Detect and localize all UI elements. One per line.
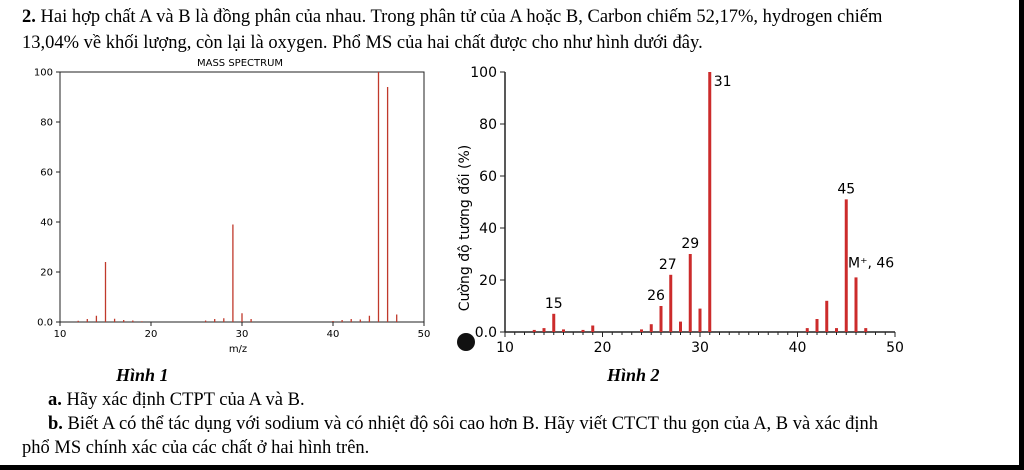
chart-2-peak-label: 15 xyxy=(545,296,563,312)
chart-2-peak-label: 26 xyxy=(647,288,665,304)
chart-1-x-tick-label: 50 xyxy=(418,329,431,340)
corner-marker xyxy=(457,333,475,351)
chart-2-x-tick-label: 40 xyxy=(789,340,807,356)
part-b-text-1: Biết A có thể tác dụng với sodium và có … xyxy=(62,414,879,434)
figure-2-caption: Hình 2 xyxy=(607,365,660,385)
chart-1-x-tick-label: 20 xyxy=(145,329,158,340)
chart-2-x-tick-label: 10 xyxy=(496,340,514,356)
chart-1-x-tick-label: 10 xyxy=(54,329,67,340)
chart-1-y-tick-label: 60 xyxy=(40,168,53,179)
chart-2-y-tick-label: 100 xyxy=(470,65,497,81)
part-b-label: b. xyxy=(48,414,63,434)
chart-2-ylabel: Cường độ tương đối (%) xyxy=(456,145,473,311)
chart-1-xlabel: m/z xyxy=(229,344,247,355)
chart-1: MASS SPECTRUM 0.0 20 40 60 80 100 10 20 30 40 50 m… xyxy=(34,58,431,355)
chart-2-x-tick-label: 20 xyxy=(594,340,612,356)
chart-2-peak-label: 29 xyxy=(681,236,699,252)
chart-1-y-tick-label: 20 xyxy=(40,268,53,279)
chart-1-y-tick-label: 80 xyxy=(40,118,53,129)
problem-text-1: Hai hợp chất A và B là đồng phân của nha… xyxy=(40,7,883,27)
chart-2-x-tick-label: 50 xyxy=(886,340,904,356)
chart-1-y-tick-label: 40 xyxy=(40,218,53,229)
chart-2-y-tick-label: 80 xyxy=(479,117,497,133)
chart-2-y-tick-label: 20 xyxy=(479,273,497,289)
chart-1-title: MASS SPECTRUM xyxy=(197,58,283,69)
chart-1-y-tick-label: 0.0 xyxy=(37,318,53,329)
problem-line-2: 13,04% về khối lượng, còn lại là oxygen.… xyxy=(22,33,703,53)
problem-line-1: 2. Hai hợp chất A và B là đồng phân của … xyxy=(22,6,882,28)
problem-number: 2. xyxy=(22,7,36,27)
part-b: b. Biết A có thể tác dụng với sodium và … xyxy=(48,413,878,435)
chart-1-x-tick-label: 30 xyxy=(236,329,249,340)
chart-2: Cường độ tương đối (%) 0.0 20 40 60 80 100 10 2… xyxy=(456,65,904,356)
chart-2-peak-label: 27 xyxy=(659,257,677,273)
chart-2-peak-label: M⁺, 46 xyxy=(848,255,894,271)
chart-1-frame xyxy=(59,71,425,323)
chart-2-y-tick-label: 60 xyxy=(479,169,497,185)
chart-2-y-tick-label: 40 xyxy=(479,221,497,237)
chart-2-peak-label: 31 xyxy=(714,74,732,90)
part-a-label: a. xyxy=(48,390,62,410)
figure-1-caption: Hình 1 xyxy=(116,365,169,385)
chart-2-x-tick-label: 30 xyxy=(691,340,709,356)
chart-1-y-tick-label: 100 xyxy=(34,68,53,79)
chart-1-x-tick-label: 40 xyxy=(327,329,340,340)
part-a-text: Hãy xác định CTPT của A và B. xyxy=(61,390,305,410)
part-b-line-2: phổ MS chính xác của các chất ở hai hình… xyxy=(22,438,370,458)
chart-2-y-tick-label: 0.0 xyxy=(475,325,497,341)
part-a: a. Hãy xác định CTPT của A và B. xyxy=(48,389,305,411)
chart-2-peak-label: 45 xyxy=(837,181,855,197)
